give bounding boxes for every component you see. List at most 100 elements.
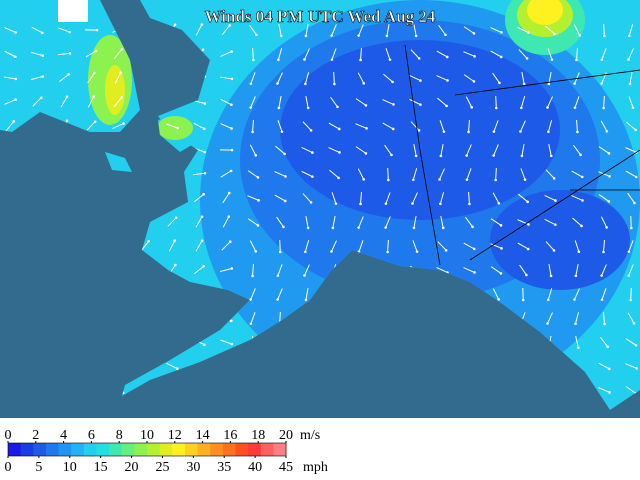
wind-arrow — [412, 240, 418, 252]
wind-arrow-head — [228, 191, 231, 195]
wind-arrow — [490, 50, 502, 58]
wind-arrow-head — [95, 28, 99, 32]
color-swatch — [210, 443, 224, 456]
wind-arrow — [573, 24, 581, 36]
wind-arrow — [518, 193, 528, 203]
wind-arrow-head — [200, 239, 204, 243]
wind-arrow-head — [14, 77, 18, 81]
wind-arrow — [305, 216, 309, 228]
wind-arrow — [3, 76, 17, 80]
wind-arrow-head — [419, 79, 422, 82]
wind-arrow — [490, 218, 502, 226]
wind-arrow-head — [119, 71, 123, 74]
wind-arrow — [436, 50, 448, 58]
wind-arrow-head — [627, 250, 631, 253]
wind-arrow — [490, 27, 502, 33]
wind-arrow-head — [602, 34, 606, 38]
wind-arrow-head — [444, 33, 447, 37]
wind-arrow — [331, 192, 337, 204]
wind-arrow-head — [392, 103, 395, 106]
color-swatch — [20, 443, 34, 456]
wind-arrow-head — [93, 120, 97, 123]
wind-arrow — [277, 48, 283, 60]
wind-arrow-head — [500, 31, 503, 34]
wind-arrow — [166, 123, 178, 129]
wind-arrow-head — [311, 151, 314, 154]
wind-arrow-head — [174, 263, 177, 267]
wind-arrow-head — [472, 80, 476, 83]
wind-arrow-head — [470, 106, 474, 109]
wind-arrow-head — [494, 178, 497, 182]
wind-arrow — [547, 96, 553, 108]
wind-arrow — [466, 168, 472, 180]
wind-arrow — [600, 216, 608, 228]
wind-arrow-head — [497, 201, 501, 205]
wind-arrow — [521, 72, 525, 84]
wind-arrow-head — [386, 178, 390, 182]
wind-arrow-head — [574, 274, 578, 278]
wind-arrow — [627, 192, 635, 204]
wind-arrow — [31, 76, 43, 80]
wind-arrow-head — [174, 216, 178, 219]
ms-tick-label: 14 — [196, 428, 210, 443]
ms-tick-label: 18 — [251, 428, 265, 443]
wind-arrow-head — [634, 128, 637, 132]
wind-arrow-head — [607, 200, 611, 203]
wind-arrow — [627, 312, 635, 324]
wind-arrow — [412, 168, 418, 180]
wind-arrow — [576, 47, 578, 61]
wind-arrow-head — [249, 106, 252, 109]
wind-arrow — [495, 167, 497, 181]
wind-arrow — [628, 24, 634, 36]
wind-arrow-head — [284, 175, 287, 178]
wind-arrow — [571, 170, 583, 178]
wind-arrow — [193, 122, 205, 130]
wind-arrow-head — [573, 82, 576, 85]
wind-arrow-head — [527, 31, 530, 34]
wind-arrow — [465, 216, 473, 228]
wind-arrow-head — [498, 81, 501, 85]
wind-arrow-head — [65, 95, 69, 99]
wind-arrow-head — [330, 34, 333, 37]
wind-arrow — [410, 49, 420, 59]
wind-arrow — [358, 24, 364, 36]
wind-arrow — [195, 24, 203, 36]
wind-arrow-head — [257, 199, 260, 202]
wind-arrow — [331, 240, 337, 252]
wind-arrow — [304, 72, 310, 84]
wind-arrow-head — [547, 130, 550, 134]
wind-arrow — [167, 217, 177, 227]
wind-arrow-head — [306, 226, 310, 230]
wind-arrow-head — [580, 175, 584, 179]
wind-arrow — [571, 195, 583, 201]
wind-arrow-head — [203, 150, 206, 154]
mph-tick-label: 5 — [35, 460, 42, 475]
wind-arrow-head — [391, 127, 395, 131]
wind-arrow — [437, 241, 447, 251]
wind-arrow — [4, 50, 16, 58]
wind-arrow — [625, 170, 637, 178]
wind-arrow-head — [68, 30, 71, 34]
wind-arrow-head — [575, 58, 578, 62]
wind-arrow-head — [520, 106, 523, 110]
wind-arrow — [603, 311, 605, 325]
wind-arrow — [387, 167, 389, 181]
wind-arrow — [463, 267, 475, 273]
wind-arrow — [252, 263, 254, 277]
wind-arrow — [437, 97, 447, 107]
wind-arrow — [87, 72, 95, 84]
wind-arrow-head — [277, 106, 281, 110]
wind-arrow — [192, 172, 206, 176]
wind-arrow-head — [94, 49, 98, 53]
wind-arrow — [252, 47, 254, 61]
wind-arrow — [413, 144, 417, 156]
color-swatch — [172, 443, 186, 456]
wind-arrow — [520, 96, 526, 108]
mph-tick-label: 30 — [186, 460, 200, 475]
wind-arrow-head — [249, 322, 253, 325]
ms-tick-label: 8 — [116, 428, 123, 443]
wind-arrow — [626, 121, 636, 131]
wind-arrow-head — [283, 152, 286, 156]
wind-arrow-head — [364, 152, 368, 155]
wind-arrow-head — [600, 58, 604, 61]
